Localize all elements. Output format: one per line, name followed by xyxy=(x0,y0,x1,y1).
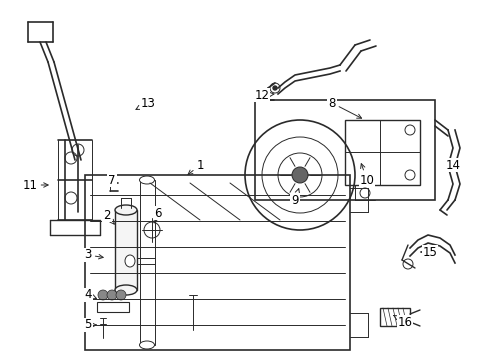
Text: 4: 4 xyxy=(84,288,96,302)
Text: 3: 3 xyxy=(84,248,103,261)
Circle shape xyxy=(107,290,117,300)
Text: 2: 2 xyxy=(103,208,114,224)
Ellipse shape xyxy=(115,285,137,295)
Ellipse shape xyxy=(139,341,154,349)
Ellipse shape xyxy=(115,205,137,215)
Text: 1: 1 xyxy=(187,158,203,175)
Circle shape xyxy=(291,167,307,183)
Text: 12: 12 xyxy=(254,89,273,102)
Circle shape xyxy=(116,290,126,300)
Text: 5: 5 xyxy=(84,319,96,332)
Text: 11: 11 xyxy=(22,179,48,192)
Text: 9: 9 xyxy=(291,189,299,207)
Text: 15: 15 xyxy=(420,246,437,258)
Ellipse shape xyxy=(139,176,154,184)
Circle shape xyxy=(98,290,108,300)
Text: 6: 6 xyxy=(154,207,162,223)
Text: 13: 13 xyxy=(136,96,155,109)
Text: 10: 10 xyxy=(359,164,374,186)
Bar xyxy=(140,180,155,345)
Bar xyxy=(345,120,419,185)
Circle shape xyxy=(272,86,276,90)
Text: 7: 7 xyxy=(108,174,116,186)
Bar xyxy=(379,308,409,326)
Bar xyxy=(85,175,349,350)
Ellipse shape xyxy=(125,255,135,267)
Text: 8: 8 xyxy=(327,96,361,118)
Text: 16: 16 xyxy=(393,315,412,328)
Bar xyxy=(97,302,129,312)
Text: 14: 14 xyxy=(445,158,460,171)
Bar xyxy=(115,210,137,290)
